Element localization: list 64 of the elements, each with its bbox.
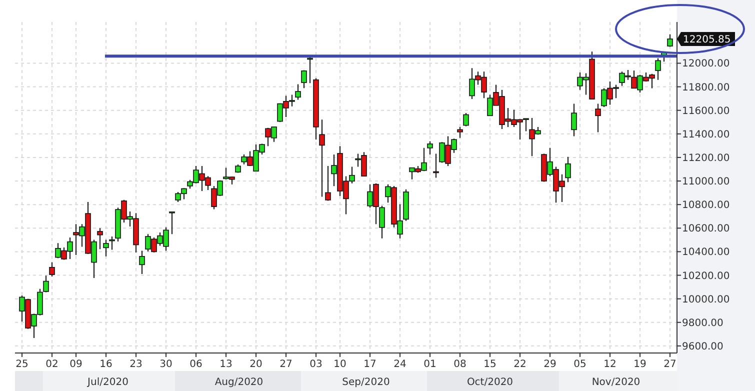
text: Aug/2020 bbox=[214, 377, 264, 388]
candlestick bbox=[109, 236, 115, 250]
x-tick-label: 10 bbox=[334, 359, 346, 370]
candlestick bbox=[43, 275, 49, 293]
candlestick bbox=[301, 70, 307, 89]
x-tick-label: 19 bbox=[634, 359, 646, 370]
x-tick-label: 23 bbox=[130, 359, 142, 370]
x-tick-label: 29 bbox=[544, 359, 556, 370]
y-tick-label: 10200.00 bbox=[682, 270, 730, 282]
x-tick-label: 20 bbox=[250, 359, 262, 370]
candlestick bbox=[667, 34, 673, 48]
x-tick-label: 16 bbox=[100, 359, 112, 370]
x-tick-label: 12 bbox=[604, 359, 616, 370]
x-tick-label: 02 bbox=[46, 359, 58, 370]
y-tick-label: 9600.00 bbox=[682, 341, 724, 352]
candlestick bbox=[49, 262, 55, 277]
candlestick bbox=[97, 228, 103, 250]
x-tick-label: 09 bbox=[70, 359, 82, 370]
y-tick-label: 11000.00 bbox=[682, 176, 730, 188]
text: Jul/2020 bbox=[86, 377, 128, 388]
x-tick-label: 30 bbox=[160, 359, 172, 370]
text: Sep/2020 bbox=[342, 377, 390, 388]
text: Nov/2020 bbox=[592, 377, 640, 388]
y-tick-label: 10600.00 bbox=[682, 224, 730, 235]
candlestick bbox=[565, 156, 571, 183]
x-tick-label: 08 bbox=[454, 359, 466, 370]
candlestick bbox=[295, 84, 301, 100]
x-tick-label: 15 bbox=[484, 359, 496, 370]
x-tick-label: 27 bbox=[280, 359, 292, 370]
candlestick bbox=[139, 250, 145, 274]
x-tick-label: 27 bbox=[664, 359, 676, 370]
candlestick bbox=[463, 112, 469, 127]
text: 12205.85 bbox=[683, 34, 731, 46]
x-tick-label: 13 bbox=[220, 359, 232, 370]
y-tick-label: 11200.00 bbox=[682, 152, 730, 164]
x-tick-label: 05 bbox=[574, 359, 586, 370]
candlestick bbox=[427, 140, 433, 156]
candlestick bbox=[103, 239, 109, 257]
candlestick bbox=[595, 103, 601, 133]
x-tick-label: 24 bbox=[394, 359, 406, 370]
x-tick-label: 06 bbox=[190, 359, 202, 370]
candlestick bbox=[457, 126, 463, 138]
candlestick bbox=[655, 58, 661, 80]
candlestick bbox=[169, 211, 175, 235]
y-tick-label: 10000.00 bbox=[682, 294, 730, 306]
y-tick-label: 12000.00 bbox=[682, 58, 730, 70]
text: Oct/2020 bbox=[466, 377, 514, 388]
x-tick-label: 03 bbox=[310, 359, 322, 370]
y-tick-label: 10800.00 bbox=[682, 200, 730, 212]
x-tick-label: 01 bbox=[424, 359, 436, 370]
candlestick bbox=[571, 103, 577, 137]
candlestick bbox=[433, 153, 439, 178]
x-tick-label: 22 bbox=[514, 359, 526, 370]
y-tick-label: 11800.00 bbox=[682, 82, 730, 94]
candlestick bbox=[379, 205, 385, 239]
y-tick-label: 11600.00 bbox=[682, 106, 730, 117]
candlestick bbox=[325, 166, 331, 202]
y-tick-label: 9800.00 bbox=[682, 318, 724, 329]
x-tick-label: 17 bbox=[364, 359, 376, 370]
y-tick-label: 11400.00 bbox=[682, 129, 730, 140]
candlestick bbox=[319, 119, 325, 198]
y-tick-label: 10400.00 bbox=[682, 247, 730, 258]
candlestick bbox=[307, 56, 313, 84]
x-tick-label: 25 bbox=[16, 359, 28, 370]
